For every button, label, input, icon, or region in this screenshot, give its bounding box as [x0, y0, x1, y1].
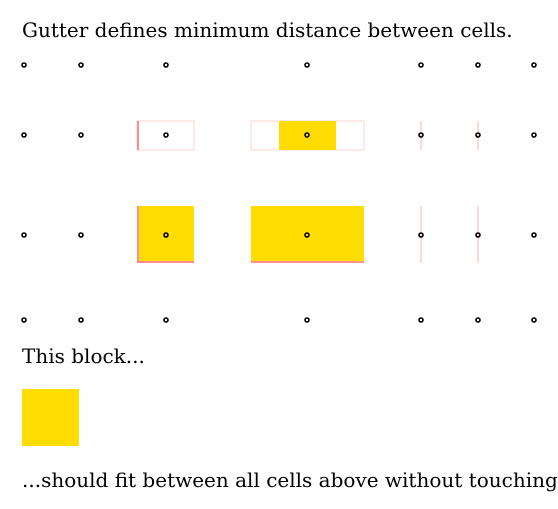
cell-edge — [137, 206, 139, 263]
grid-marker — [304, 62, 310, 68]
heading: Gutter defines minimum distance between … — [22, 18, 513, 42]
grid-markers — [21, 62, 537, 323]
grid-marker — [304, 132, 310, 138]
grid-marker — [531, 232, 537, 238]
grid-marker — [163, 132, 169, 138]
grid-marker — [475, 132, 481, 138]
cell-outline — [136, 120, 195, 151]
grid-marker — [475, 317, 481, 323]
grid-cells — [136, 120, 479, 263]
grid-marker — [531, 132, 537, 138]
reference-block — [22, 389, 79, 446]
grid-marker — [21, 232, 27, 238]
grid-marker — [304, 317, 310, 323]
grid-marker — [163, 62, 169, 68]
cell-edge — [137, 261, 194, 263]
grid-marker — [78, 317, 84, 323]
grid-marker — [78, 132, 84, 138]
footer-text: ...should fit between all cells above wi… — [22, 468, 558, 492]
grid-marker — [531, 62, 537, 68]
grid-marker — [475, 62, 481, 68]
grid-marker — [418, 317, 424, 323]
grid-marker — [418, 232, 424, 238]
grid-marker — [163, 317, 169, 323]
cell-fill — [279, 121, 336, 150]
grid-marker — [78, 62, 84, 68]
grid-marker — [78, 232, 84, 238]
gutter-grid-figure — [21, 62, 537, 323]
grid-marker — [531, 317, 537, 323]
grid-marker — [21, 62, 27, 68]
cell-fill — [137, 206, 194, 263]
grid-marker — [163, 232, 169, 238]
grid-marker — [304, 232, 310, 238]
grid-marker — [418, 62, 424, 68]
grid-marker — [475, 232, 481, 238]
middle-text: This block... — [22, 344, 145, 368]
grid-marker — [21, 132, 27, 138]
cell-edge — [251, 261, 364, 263]
grid-marker — [21, 317, 27, 323]
grid-marker — [418, 132, 424, 138]
cell-fill — [251, 206, 364, 263]
cell-edge — [137, 121, 139, 150]
